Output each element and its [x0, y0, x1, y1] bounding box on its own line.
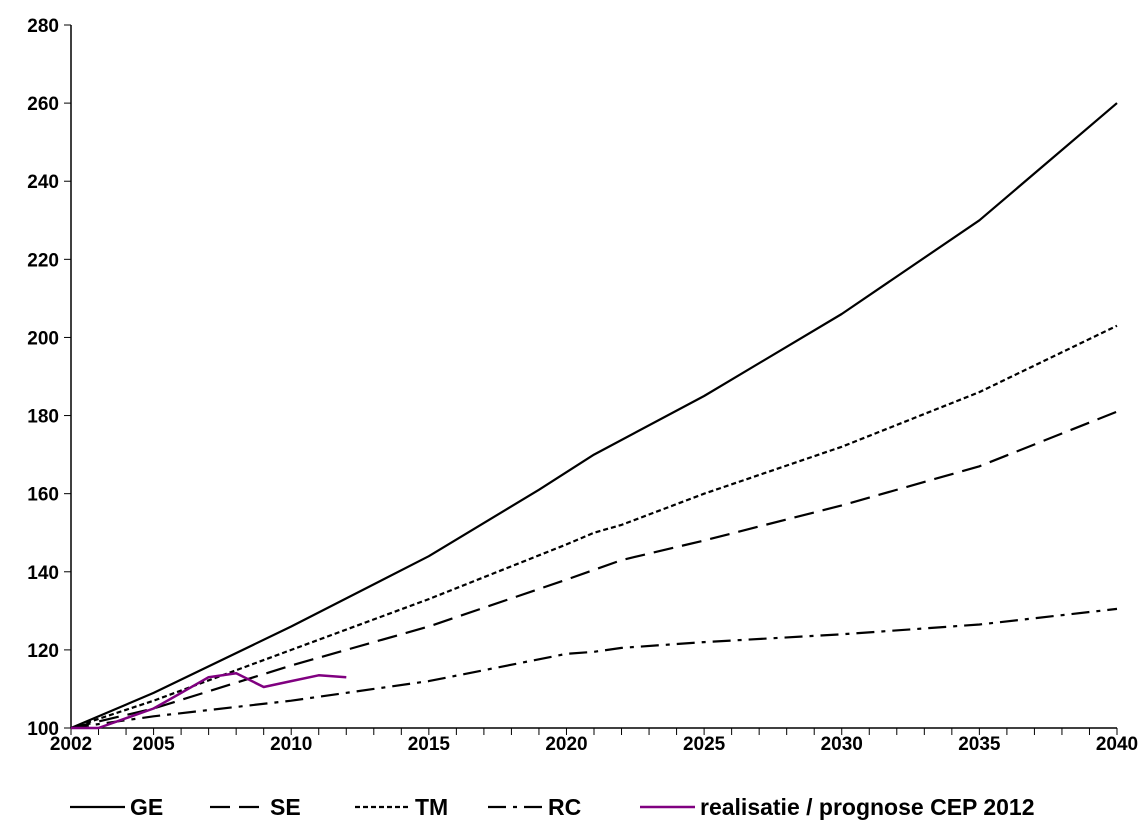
x-tick-label: 2015: [408, 734, 451, 755]
legend-label: SE: [270, 794, 301, 820]
y-tick-label: 180: [27, 407, 59, 428]
legend-label: realisatie / prognose CEP 2012: [700, 794, 1035, 820]
x-tick-label: 2020: [545, 734, 587, 755]
series-line-realisatie: [71, 672, 347, 730]
legend-label: TM: [415, 794, 448, 820]
x-tick-label: 2005: [132, 734, 175, 755]
x-tick-label: 2010: [270, 734, 312, 755]
y-tick-label: 240: [27, 172, 59, 193]
series-line-tm: [70, 324, 1118, 730]
axes: 2002 2005 2010 2015 2020 2025 2030 2035 2040 100 1…: [27, 16, 1138, 755]
x-tick-label: 2002: [50, 734, 92, 755]
x-tick-label: 2030: [821, 734, 863, 755]
y-tick-label: 160: [27, 485, 59, 506]
series-line-ge: [70, 102, 1118, 730]
x-tick-label: 2040: [1096, 734, 1138, 755]
y-tick-label: 140: [27, 563, 59, 584]
y-tick-label: 260: [27, 94, 59, 115]
legend-label: GE: [130, 794, 163, 820]
legend-label: RC: [548, 794, 581, 820]
y-tick-label: 100: [27, 719, 59, 740]
y-tick-label: 220: [27, 250, 59, 271]
x-tick-label: 2025: [683, 734, 726, 755]
y-tick-label: 200: [27, 328, 59, 349]
series-line-rc: [70, 607, 1118, 730]
series-line-se: [70, 410, 1118, 730]
legend: GE SE TM RC realisatie / prognose CEP 2012: [70, 794, 1035, 820]
y-tick-label: 280: [27, 16, 59, 37]
y-tick-label: 120: [27, 641, 59, 662]
series-layer: [70, 102, 1118, 730]
x-tick-label: 2035: [958, 734, 1001, 755]
